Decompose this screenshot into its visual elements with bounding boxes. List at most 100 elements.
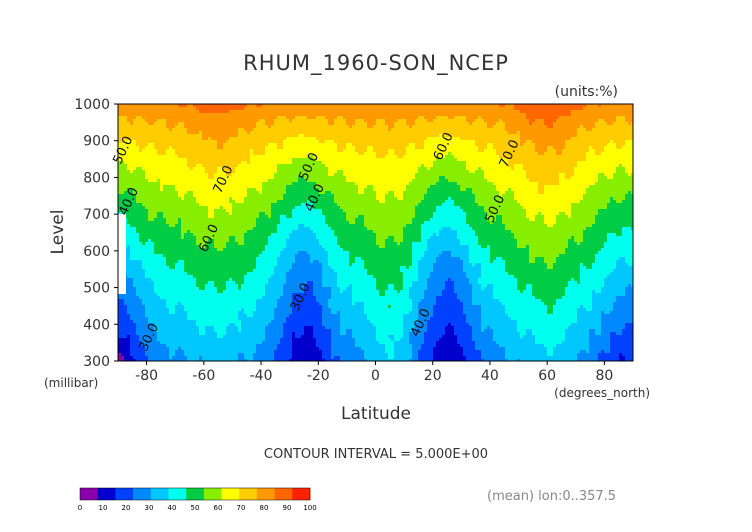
contour-cell	[211, 137, 215, 141]
contour-cell	[199, 314, 203, 318]
contour-cell	[184, 239, 188, 243]
contour-cell	[124, 332, 128, 336]
contour-cell	[205, 305, 209, 309]
contour-cell	[223, 116, 227, 120]
contour-cell	[196, 122, 200, 126]
contour-cell	[289, 221, 293, 225]
contour-cell	[130, 293, 134, 297]
contour-cell	[259, 128, 263, 132]
contour-cell	[268, 167, 272, 171]
contour-cell	[208, 152, 212, 156]
contour-cell	[196, 356, 200, 360]
contour-cell	[181, 257, 185, 261]
contour-cell	[139, 224, 143, 228]
contour-cell	[145, 335, 149, 339]
contour-cell	[172, 104, 176, 108]
contour-cell	[238, 302, 242, 306]
contour-cell	[130, 149, 134, 153]
contour-cell	[199, 224, 203, 228]
contour-cell	[238, 272, 242, 276]
contour-cell	[283, 326, 287, 330]
contour-cell	[232, 161, 236, 165]
contour-cell	[178, 173, 182, 177]
contour-cell	[271, 203, 275, 207]
contour-cell	[130, 257, 134, 261]
contour-cell	[160, 137, 164, 141]
contour-cell	[232, 128, 236, 132]
contour-cell	[211, 320, 215, 324]
contour-cell	[166, 209, 170, 213]
contour-cell	[139, 326, 143, 330]
contour-cell	[190, 191, 194, 195]
contour-cell	[265, 308, 269, 312]
contour-cell	[139, 284, 143, 288]
contour-cell	[256, 347, 260, 351]
contour-cell	[193, 188, 197, 192]
contour-cell	[232, 188, 236, 192]
contour-cell	[289, 140, 293, 144]
contour-cell	[232, 200, 236, 204]
contour-cell	[286, 128, 290, 132]
contour-cell	[157, 224, 161, 228]
contour-cell	[145, 260, 149, 264]
contour-cell	[253, 230, 257, 234]
contour-cell	[136, 113, 140, 117]
contour-cell	[148, 296, 152, 300]
contour-cell	[139, 134, 143, 138]
contour-cell	[154, 200, 158, 204]
contour-cell	[283, 137, 287, 141]
contour-cell	[211, 281, 215, 285]
contour-cell	[238, 227, 242, 231]
contour-cell	[211, 236, 215, 240]
contour-cell	[136, 341, 140, 345]
contour-cell	[226, 290, 230, 294]
contour-cell	[139, 233, 143, 237]
contour-cell	[133, 359, 137, 361]
contour-cell	[175, 113, 179, 117]
contour-cell	[133, 251, 137, 255]
contour-cell	[154, 185, 158, 189]
contour-cell	[232, 287, 236, 291]
contour-cell	[280, 131, 284, 135]
contour-cell	[133, 212, 137, 216]
contour-cell	[244, 140, 248, 144]
contour-cell	[139, 164, 143, 168]
contour-cell	[265, 329, 269, 333]
contour-cell	[205, 275, 209, 279]
contour-cell	[127, 173, 131, 177]
contour-cell	[217, 257, 221, 261]
contour-cell	[166, 203, 170, 207]
contour-cell	[217, 269, 221, 273]
contour-cell	[256, 221, 260, 225]
contour-cell	[241, 212, 245, 216]
contour-cell	[160, 140, 164, 144]
contour-cell	[175, 119, 179, 123]
contour-cell	[244, 227, 248, 231]
chart-title: RHUM_1960-SON_NCEP	[243, 51, 509, 76]
contour-cell	[283, 203, 287, 207]
contour-cell	[286, 206, 290, 210]
contour-cell	[268, 332, 272, 336]
contour-cell	[121, 122, 125, 126]
contour-cell	[229, 212, 233, 216]
contour-cell	[178, 233, 182, 237]
contour-cell	[214, 140, 218, 144]
contour-cell	[217, 191, 221, 195]
contour-cell	[217, 245, 221, 249]
contour-cell	[184, 248, 188, 252]
contour-cell	[277, 347, 281, 351]
contour-cell	[235, 146, 239, 150]
contour-cell	[166, 266, 170, 270]
contour-cell	[130, 359, 134, 361]
contour-cell	[244, 278, 248, 282]
contour-cell	[145, 110, 149, 114]
contour-cell	[199, 122, 203, 126]
contour-cell	[193, 290, 197, 294]
contour-cell	[190, 305, 194, 309]
contour-cell	[136, 347, 140, 351]
contour-cell	[265, 209, 269, 213]
contour-cell	[277, 140, 281, 144]
contour-cell	[292, 116, 296, 120]
contour-cell	[229, 200, 233, 204]
contour-cell	[142, 284, 146, 288]
